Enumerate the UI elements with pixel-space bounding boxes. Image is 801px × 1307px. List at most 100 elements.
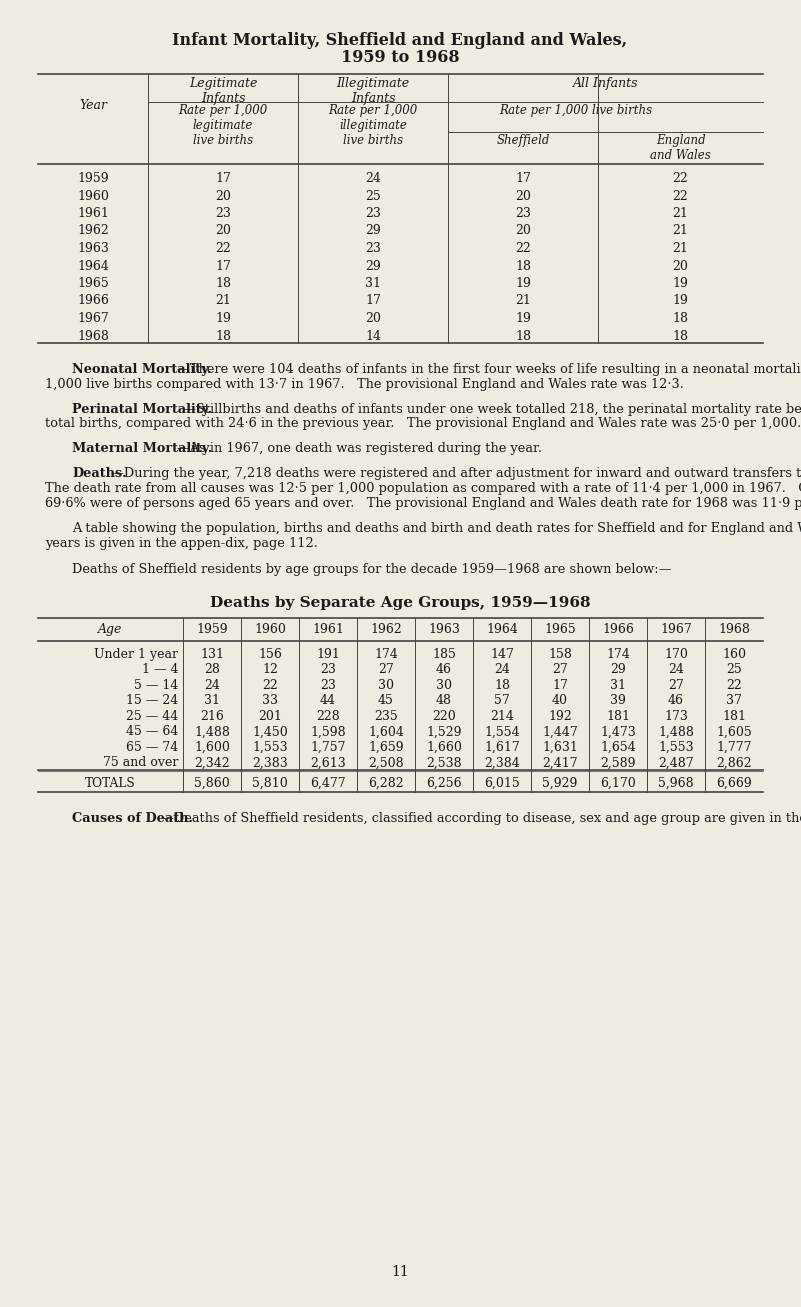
Text: 2,384: 2,384 xyxy=(484,757,520,770)
Text: years is given in the appen­dix, page 112.: years is given in the appen­dix, page 11… xyxy=(45,537,318,550)
Text: Maternal Mortality.: Maternal Mortality. xyxy=(72,442,212,455)
Text: 20: 20 xyxy=(215,190,231,203)
Text: 131: 131 xyxy=(200,648,224,661)
Text: 57: 57 xyxy=(494,694,510,707)
Text: 18: 18 xyxy=(494,678,510,691)
Text: Deaths.: Deaths. xyxy=(72,467,127,480)
Text: 15 — 24: 15 — 24 xyxy=(126,694,178,707)
Text: 19: 19 xyxy=(515,312,531,325)
Text: 48: 48 xyxy=(436,694,452,707)
Text: 25: 25 xyxy=(365,190,380,203)
Text: 29: 29 xyxy=(365,260,380,272)
Text: 20: 20 xyxy=(515,190,531,203)
Text: 1963: 1963 xyxy=(77,242,109,255)
Text: 27: 27 xyxy=(552,663,568,676)
Text: 5,968: 5,968 xyxy=(658,776,694,789)
Text: 2,589: 2,589 xyxy=(600,757,636,770)
Text: 1966: 1966 xyxy=(602,623,634,635)
Text: —Stillbirths and deaths of infants under one week totalled 218, the perinatal mo: —Stillbirths and deaths of infants under… xyxy=(183,403,801,416)
Text: 46: 46 xyxy=(436,663,452,676)
Text: 2,487: 2,487 xyxy=(658,757,694,770)
Text: 18: 18 xyxy=(215,277,231,290)
Text: Deaths of Sheffield residents by age groups for the decade 1959—1968 are shown b: Deaths of Sheffield residents by age gro… xyxy=(72,563,671,576)
Text: 181: 181 xyxy=(606,710,630,723)
Text: 1959 to 1968: 1959 to 1968 xyxy=(340,48,459,65)
Text: 1961: 1961 xyxy=(312,623,344,635)
Text: 19: 19 xyxy=(215,312,231,325)
Text: 235: 235 xyxy=(374,710,398,723)
Text: 181: 181 xyxy=(722,710,746,723)
Text: 1,604: 1,604 xyxy=(368,725,404,738)
Text: 27: 27 xyxy=(668,678,684,691)
Text: 22: 22 xyxy=(262,678,278,691)
Text: 1965: 1965 xyxy=(77,277,109,290)
Text: 14: 14 xyxy=(365,329,381,342)
Text: 1963: 1963 xyxy=(428,623,460,635)
Text: TOTALS: TOTALS xyxy=(85,776,136,789)
Text: 191: 191 xyxy=(316,648,340,661)
Text: 23: 23 xyxy=(365,207,381,220)
Text: 156: 156 xyxy=(258,648,282,661)
Text: 174: 174 xyxy=(374,648,398,661)
Text: 1961: 1961 xyxy=(77,207,109,220)
Text: 23: 23 xyxy=(215,207,231,220)
Text: 1 — 4: 1 — 4 xyxy=(142,663,178,676)
Text: Causes of Death.: Causes of Death. xyxy=(72,812,193,825)
Text: 20: 20 xyxy=(365,312,381,325)
Text: 25 — 44: 25 — 44 xyxy=(126,710,178,723)
Text: 1,605: 1,605 xyxy=(716,725,752,738)
Text: 29: 29 xyxy=(365,225,380,238)
Text: 18: 18 xyxy=(515,260,531,272)
Text: 1,447: 1,447 xyxy=(542,725,578,738)
Text: Rate per 1,000
legitimate
live births: Rate per 1,000 legitimate live births xyxy=(179,105,268,146)
Text: Sheffield: Sheffield xyxy=(497,135,549,146)
Text: 17: 17 xyxy=(515,173,531,186)
Text: 21: 21 xyxy=(673,225,688,238)
Text: 2,417: 2,417 xyxy=(542,757,578,770)
Text: 1,529: 1,529 xyxy=(426,725,461,738)
Text: 1968: 1968 xyxy=(77,329,109,342)
Text: Illegitimate
Infants: Illegitimate Infants xyxy=(336,77,409,105)
Text: 31: 31 xyxy=(610,678,626,691)
Text: 216: 216 xyxy=(200,710,224,723)
Text: 19: 19 xyxy=(673,294,688,307)
Text: 31: 31 xyxy=(365,277,381,290)
Text: Under 1 year: Under 1 year xyxy=(94,648,178,661)
Text: 1,554: 1,554 xyxy=(484,725,520,738)
Text: 21: 21 xyxy=(515,294,531,307)
Text: 6,015: 6,015 xyxy=(484,776,520,789)
Text: —As in 1967, one death was registered during the year.: —As in 1967, one death was registered du… xyxy=(177,442,542,455)
Text: 1962: 1962 xyxy=(77,225,109,238)
Text: 2,538: 2,538 xyxy=(426,757,462,770)
Text: Legitimate
Infants: Legitimate Infants xyxy=(189,77,257,105)
Text: 5,860: 5,860 xyxy=(194,776,230,789)
Text: 185: 185 xyxy=(432,648,456,661)
Text: 1,631: 1,631 xyxy=(542,741,578,754)
Text: 220: 220 xyxy=(432,710,456,723)
Text: 22: 22 xyxy=(673,173,688,186)
Text: 23: 23 xyxy=(320,678,336,691)
Text: total births, compared with 24·6 in the previous year.   The provisional England: total births, compared with 24·6 in the … xyxy=(45,417,801,430)
Text: 1,000 live births compared with 13·7 in 1967.   The provisional England and Wale: 1,000 live births compared with 13·7 in … xyxy=(45,378,684,391)
Text: 6,256: 6,256 xyxy=(426,776,462,789)
Text: All Infants: All Infants xyxy=(573,77,638,90)
Text: 1,617: 1,617 xyxy=(484,741,520,754)
Text: 20: 20 xyxy=(215,225,231,238)
Text: 158: 158 xyxy=(548,648,572,661)
Text: 1967: 1967 xyxy=(77,312,109,325)
Text: 17: 17 xyxy=(365,294,381,307)
Text: 1967: 1967 xyxy=(660,623,692,635)
Text: 45: 45 xyxy=(378,694,394,707)
Text: 1962: 1962 xyxy=(370,623,402,635)
Text: 174: 174 xyxy=(606,648,630,661)
Text: 46: 46 xyxy=(668,694,684,707)
Text: 6,669: 6,669 xyxy=(716,776,752,789)
Text: 25: 25 xyxy=(727,663,742,676)
Text: 1,450: 1,450 xyxy=(252,725,288,738)
Text: 18: 18 xyxy=(515,329,531,342)
Text: 1964: 1964 xyxy=(77,260,109,272)
Text: 1968: 1968 xyxy=(718,623,750,635)
Text: 23: 23 xyxy=(365,242,381,255)
Text: 69·6% were of persons aged 65 years and over.   The provisional England and Wale: 69·6% were of persons aged 65 years and … xyxy=(45,497,801,510)
Text: 18: 18 xyxy=(215,329,231,342)
